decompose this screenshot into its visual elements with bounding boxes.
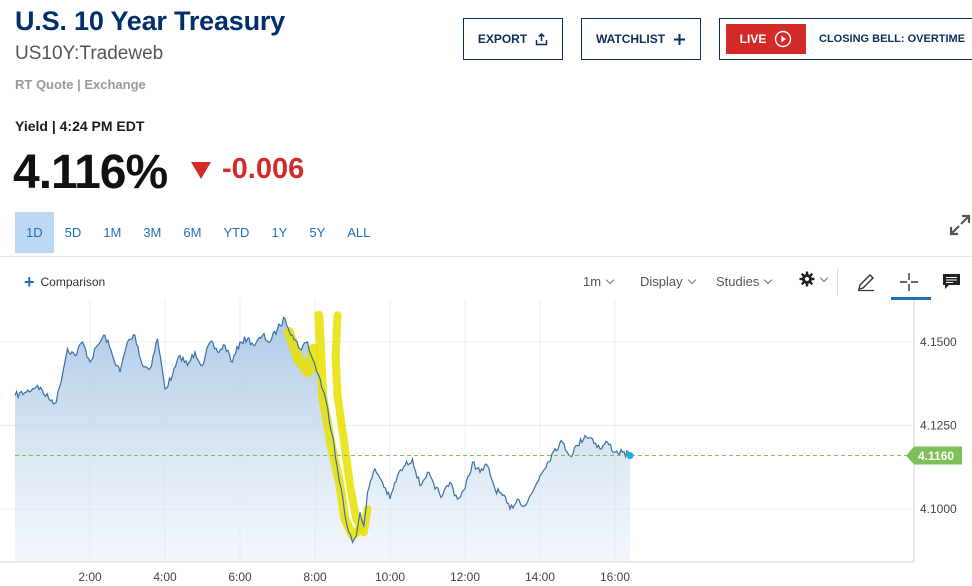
page-title: U.S. 10 Year Treasury [15,6,285,36]
range-5y[interactable]: 5Y [309,225,326,240]
range-3m[interactable]: 3M [143,225,162,240]
watchlist-button[interactable]: WATCHLIST [581,18,701,60]
play-circle-icon [775,30,792,48]
range-selector: 1D 5D 1M 3M 6M YTD 1Y 5Y ALL [15,212,381,253]
highlighter-mark [283,327,319,378]
live-tv-banner[interactable]: LIVE CLOSING BELL: OVERTIME [719,18,972,60]
plus-icon: + [24,272,35,292]
range-1m[interactable]: 1M [103,225,122,240]
plus-icon [674,33,686,45]
x-tick-label: 12:00 [450,570,480,584]
x-tick-label: 8:00 [303,570,327,584]
draw-tool-button[interactable] [852,268,880,296]
annotation-tool-button[interactable] [937,268,965,296]
export-label: EXPORT [477,32,528,46]
range-1y[interactable]: 1Y [271,225,288,240]
live-label: LIVE [739,32,767,46]
range-1d[interactable]: 1D [15,212,54,253]
price-chart[interactable]: 4.1160 4.1500 4.1250 4.1000 2:00 4:00 6:00 8:… [0,300,972,586]
live-badge[interactable]: LIVE [726,24,806,54]
range-6m[interactable]: 6M [183,225,202,240]
series-area [15,317,630,562]
gear-icon [799,271,815,287]
share-icon [535,32,548,45]
crosshair-icon [900,273,918,291]
comment-icon [942,274,960,289]
export-button[interactable]: EXPORT [463,18,563,60]
chevron-down-icon [687,275,696,285]
active-tool-indicator [891,297,931,300]
comparison-button[interactable]: + Comparison [24,272,106,292]
down-arrow-icon [191,162,211,179]
range-all[interactable]: ALL [347,225,371,240]
display-label: Display [640,274,683,289]
chevron-down-icon [605,275,615,285]
display-dropdown[interactable]: Display [640,274,696,289]
crosshair-tool-button[interactable] [895,268,923,296]
highlighter-mark [331,311,372,537]
price-change: -0.006 [222,153,305,185]
settings-dropdown[interactable] [799,271,829,287]
quote-source: RT Quote | Exchange [15,77,146,92]
x-tick-label: 16:00 [600,570,630,584]
interval-label: 1m [583,274,602,289]
last-value-label: 4.1160 [918,449,954,463]
chevron-down-icon [764,275,773,285]
x-tick-label: 6:00 [228,570,252,584]
live-show-title: CLOSING BELL: OVERTIME [819,33,966,45]
series-line [14,316,631,545]
last-value-dot [626,452,634,460]
section-divider [0,256,972,257]
expand-icon[interactable] [948,213,972,237]
x-tick-label: 10:00 [375,570,405,584]
y-tick-label: 4.1000 [920,502,957,516]
last-price: 4.116% [13,146,168,199]
chevron-down-icon [819,273,829,282]
studies-label: Studies [716,274,760,289]
watchlist-label: WATCHLIST [595,32,666,46]
y-tick-label: 4.1250 [920,419,957,433]
studies-dropdown[interactable]: Studies [716,274,773,289]
pencil-icon [858,274,874,292]
y-axis: 4.1500 4.1250 4.1000 [920,335,957,516]
comparison-label: Comparison [40,275,106,289]
highlighter-mark [314,310,365,541]
range-ytd[interactable]: YTD [223,225,250,240]
interval-dropdown[interactable]: 1m [583,274,615,289]
range-5d[interactable]: 5D [64,225,82,240]
x-tick-label: 2:00 [78,570,102,584]
toolbar-separator [837,268,838,296]
last-value-tag: 4.1160 [906,446,962,465]
y-tick-label: 4.1500 [920,335,957,349]
x-tick-label: 14:00 [525,570,555,584]
quote-timestamp: Yield | 4:24 PM EDT [15,118,145,134]
x-tick-label: 4:00 [153,570,177,584]
ticker-symbol: US10Y:Tradeweb [15,43,164,64]
x-axis: 2:00 4:00 6:00 8:00 10:00 12:00 14:00 16:00 [78,570,630,584]
